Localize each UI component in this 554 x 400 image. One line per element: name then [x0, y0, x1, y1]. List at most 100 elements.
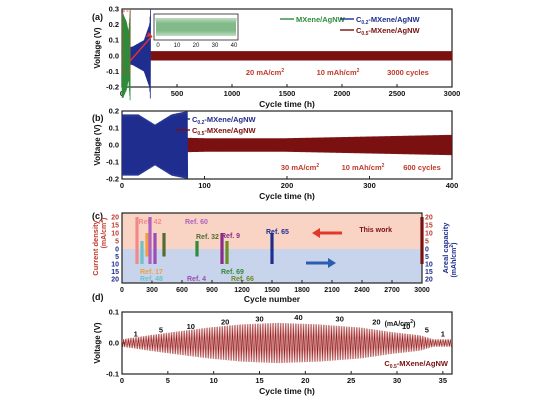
series-mxene-trace: [121, 8, 131, 101]
x-tick-label: 20: [301, 376, 309, 385]
y-axis-label: Voltage (V): [93, 124, 102, 166]
y-tick-label-right: 5: [425, 239, 429, 246]
ref-bar-label: Ref. 69: [221, 269, 244, 276]
legend-label: C0.5-MXene/AgNW: [356, 26, 421, 37]
x-tick-label: 0: [120, 181, 124, 190]
panel-label: (a): [92, 12, 103, 22]
ref-bar-label: Ref. 17: [140, 269, 163, 276]
y-tick-label-right: 15: [425, 269, 433, 276]
x-tick-label: 5: [166, 376, 170, 385]
x-tick-label: 2400: [354, 287, 370, 294]
y-axis-unit-right: (mAh/cm2): [449, 242, 458, 277]
y-tick-label-left: 15: [111, 269, 119, 276]
legend-label: C0.2-MXene/AgNW: [192, 115, 257, 126]
y-tick-label: 0.0: [109, 51, 119, 60]
x-tick-label: 600: [176, 287, 188, 294]
y-tick-label: -0.2: [106, 175, 119, 184]
y-tick-label: -0.1: [106, 370, 119, 379]
x-tick-label: 400: [446, 181, 459, 190]
y-tick-label-right: 20: [425, 215, 433, 222]
ref-bar: [225, 241, 229, 264]
rate-unit-label: (mA/cm2): [385, 319, 416, 328]
inset-x-tick-label: 30: [212, 43, 219, 49]
x-tick-label: 300: [363, 181, 376, 190]
rate-step-label: 40: [294, 313, 302, 322]
x-axis-label: Cycle time (h): [259, 99, 315, 109]
ref-bar-label: Ref. 48: [140, 276, 163, 283]
rate-step-label: 1: [441, 329, 445, 338]
x-axis-label: Cycle number: [244, 294, 301, 304]
legend-label: MXene/AgNW: [296, 15, 346, 24]
panel-c: (c)0 300 600 900 1200 1500 1800 2100 2400 2700 300…: [91, 211, 458, 304]
panel-a: (a) 0 500 1000 1500 2000 2500 3000 -0.2 -0.1 0.0 0.…: [92, 5, 460, 110]
y-tick-label: -0.2: [106, 83, 119, 92]
panel-label: (b): [92, 113, 104, 123]
y-tick-label-left: 15: [111, 223, 119, 230]
rate-step-label: 30: [255, 314, 263, 323]
x-tick-label: 25: [347, 376, 355, 385]
rate-step-label: 20: [372, 318, 380, 327]
y-axis-label: Voltage (V): [93, 27, 102, 69]
x-tick-label: 900: [206, 287, 218, 294]
condition-label: 20 mA/cm2: [246, 68, 284, 77]
x-tick-label: 2100: [324, 287, 340, 294]
right-arrow-head: [328, 258, 336, 268]
ref-bar: [153, 233, 157, 264]
y-tick-label-right: 15: [425, 223, 433, 230]
legend-label: C0.5-MXene/AgNW: [192, 126, 257, 137]
x-axis-label: Cycle time (h): [259, 386, 315, 396]
ref-bar: [220, 233, 224, 264]
inset-x-tick-label: 40: [231, 43, 238, 49]
rate-step-label: 10: [187, 322, 195, 331]
zoom-arrow: [129, 35, 153, 62]
y-axis-label: Voltage (V): [93, 322, 102, 364]
y-tick-label-right: 20: [425, 277, 433, 284]
rate-step-label: 20: [221, 318, 229, 327]
condition-label: 600 cycles: [403, 163, 441, 172]
ref-bar: [162, 233, 166, 257]
legend-label: C0.2-MXene/AgNW: [356, 15, 421, 26]
inset-trace: [155, 17, 237, 37]
panel-b: (b) 0 100 200 300 400 -0.2 -0.1 0.0 0.1 0.2 Voltage…: [92, 107, 458, 202]
x-tick-label: 1800: [294, 287, 310, 294]
x-tick-label: 0: [120, 287, 124, 294]
zoom-arrow-head: [146, 32, 152, 37]
y-tick-label-right: 10: [425, 262, 433, 269]
x-tick-label: 1200: [234, 287, 250, 294]
y-tick-label-left: 20: [111, 277, 119, 284]
rate-step-label: 5: [425, 325, 429, 334]
series-c02-trace: [121, 111, 189, 179]
condition-label: 30 mA/cm2: [281, 163, 319, 172]
y-tick-label-right: 10: [425, 231, 433, 238]
y-tick-label: 0.0: [109, 141, 119, 150]
y-tick-label: 0.2: [109, 20, 119, 29]
x-tick-label: 100: [198, 181, 211, 190]
ref-bar: [140, 241, 144, 264]
y-tick-label: 0.1: [109, 124, 119, 133]
x-tick-label: 200: [281, 181, 294, 190]
ref-bar-label: Ref. 65: [266, 229, 289, 236]
left-arrow-head: [312, 228, 320, 238]
y-tick-label: -0.1: [106, 158, 119, 167]
y-tick-label-left: 0: [115, 247, 119, 254]
rate-step-label: 30: [336, 314, 344, 323]
ref-bar: [420, 217, 424, 264]
y-tick-label: 0.1: [109, 308, 119, 317]
rate-trace: [121, 322, 452, 364]
x-tick-label: 300: [146, 287, 158, 294]
x-tick-label: 1000: [224, 89, 241, 98]
rate-step-label: 5: [159, 325, 163, 334]
x-axis-label: Cycle time (h): [259, 191, 315, 201]
y-tick-label: -0.1: [106, 67, 119, 76]
y-axis-label-right: Areal capacity: [441, 222, 450, 274]
x-tick-label: 500: [171, 89, 184, 98]
x-tick-label: 2500: [389, 89, 406, 98]
ref-bar: [195, 241, 199, 257]
x-tick-label: 10: [209, 376, 217, 385]
x-tick-label: 2700: [384, 287, 400, 294]
ref-bar: [135, 217, 139, 264]
condition-label: 3000 cycles: [387, 68, 429, 77]
ref-bar: [270, 233, 274, 264]
